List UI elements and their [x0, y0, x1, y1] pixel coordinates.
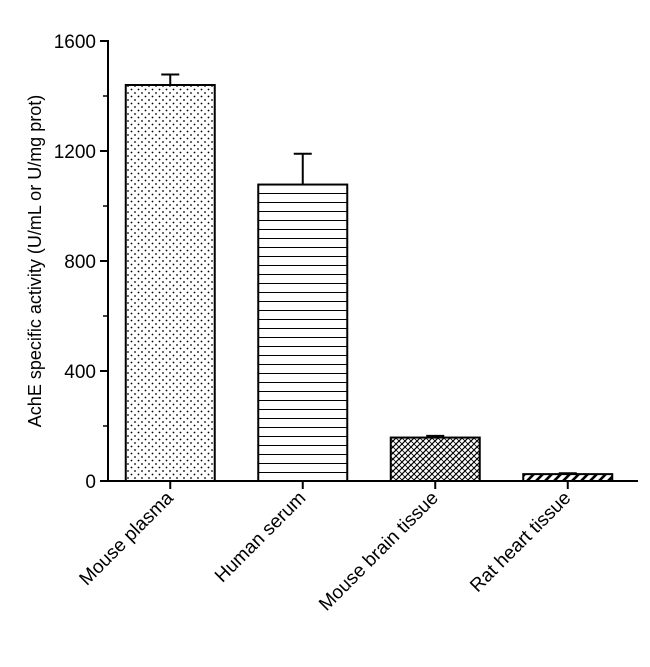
x-category-label: Mouse brain tissue: [315, 488, 443, 616]
axes: 0 400 800 1200 1600 AchE specific activity (U…: [25, 32, 638, 493]
bars: [124, 73, 614, 483]
x-category-label: Human serum: [211, 488, 310, 587]
x-category-label: Rat heart tissue: [466, 488, 575, 597]
bar-mouse-brain-tissue: [389, 436, 481, 482]
x-category-label: Mouse plasma: [76, 487, 179, 590]
y-tick-label: 400: [64, 362, 96, 383]
bar-mouse-plasma: [124, 84, 216, 482]
labels: Mouse plasma Human serum Mouse brain tissu…: [76, 487, 576, 615]
y-tick-label: 1200: [54, 142, 96, 163]
y-tick-label: 0: [85, 472, 96, 493]
y-axis-title: AchE specific activity (U/mL or U/mg pro…: [25, 95, 45, 427]
bar-rat-heart-tissue: [522, 473, 614, 482]
y-tick-label: 1600: [54, 32, 96, 53]
y-tick-label: 800: [64, 252, 96, 273]
bar-human-serum: [257, 183, 349, 483]
